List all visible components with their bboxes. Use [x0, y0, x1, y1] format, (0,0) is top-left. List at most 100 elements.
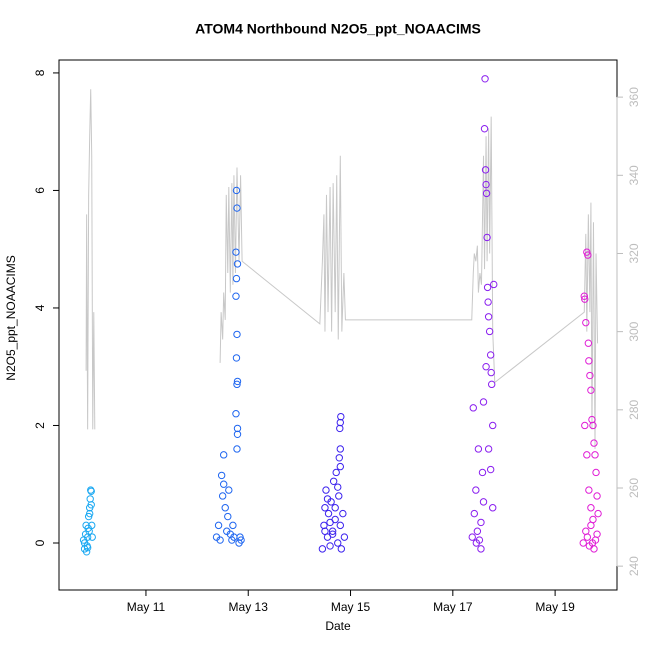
y2-tick-label: 260 [627, 478, 641, 498]
point [479, 398, 488, 406]
point [481, 75, 489, 83]
y-axis-label: N2O5_ppt_NOAACIMS [4, 255, 18, 380]
point [587, 504, 595, 512]
point [581, 295, 589, 303]
point [233, 424, 242, 433]
point [482, 189, 491, 198]
point [233, 380, 241, 389]
point [225, 486, 233, 494]
y-tick-label: 2 [33, 422, 47, 429]
point [237, 536, 245, 544]
y2-tick-label: 300 [627, 321, 641, 341]
point [336, 521, 345, 530]
point [468, 533, 476, 541]
point [592, 468, 600, 477]
point [328, 527, 337, 535]
point [85, 527, 93, 535]
point [337, 545, 346, 553]
point [579, 539, 587, 547]
point [482, 180, 490, 189]
point [232, 354, 241, 362]
point [233, 330, 241, 339]
point [482, 363, 490, 371]
point [580, 292, 588, 300]
point [233, 260, 242, 268]
y2-tick-label: 320 [627, 243, 641, 263]
point [585, 357, 593, 365]
point [584, 251, 592, 259]
point [323, 495, 332, 503]
point [470, 509, 479, 518]
point [233, 377, 242, 386]
y2-tick-label: 240 [627, 556, 641, 576]
point [583, 451, 591, 459]
point [219, 451, 228, 459]
point [334, 539, 342, 547]
point [233, 430, 242, 438]
y-tick-label: 0 [33, 539, 47, 546]
point [318, 545, 327, 553]
point [322, 486, 330, 494]
point [587, 386, 595, 394]
point [87, 501, 95, 509]
point [232, 292, 240, 300]
point [334, 483, 342, 491]
point [477, 518, 485, 527]
point [214, 521, 223, 530]
point [216, 536, 224, 544]
point [332, 468, 340, 477]
point [88, 521, 96, 530]
point [472, 486, 480, 494]
point [474, 445, 483, 453]
point [483, 283, 492, 292]
point [473, 527, 482, 535]
chart-title: ATOM4 Northbound N2O5_ppt_NOAACIMS [195, 21, 481, 37]
point [486, 351, 495, 359]
y-tick-label: 6 [33, 187, 47, 194]
point [487, 380, 496, 389]
y-tick-label: 4 [33, 304, 47, 311]
point [478, 468, 487, 477]
point [586, 371, 594, 380]
point [589, 515, 597, 524]
x-tick-label: May 19 [535, 600, 575, 614]
point [331, 504, 339, 512]
point [219, 480, 228, 488]
point [82, 548, 91, 556]
point [481, 166, 490, 174]
point [232, 248, 240, 256]
point [88, 533, 96, 541]
point [590, 545, 598, 553]
point [479, 498, 488, 506]
point [233, 445, 241, 453]
point [217, 471, 226, 480]
x-tick-label: May 17 [433, 600, 473, 614]
x-axis-label: Date [325, 619, 351, 633]
point [229, 521, 237, 530]
point [337, 412, 345, 421]
point [484, 445, 493, 453]
point [232, 186, 241, 195]
y2-tick-label: 280 [627, 399, 641, 419]
point [591, 451, 599, 459]
line [85, 89, 599, 449]
point [83, 543, 92, 552]
point [218, 492, 227, 500]
point [340, 533, 349, 541]
point [339, 509, 347, 518]
point [87, 487, 95, 495]
point [487, 368, 495, 377]
x-tick-label: May 11 [127, 600, 166, 614]
point [321, 504, 329, 512]
point [469, 404, 477, 412]
point [489, 504, 497, 512]
point [335, 492, 343, 500]
point [583, 533, 592, 541]
point [489, 421, 497, 430]
point [484, 313, 493, 321]
point [581, 421, 589, 430]
y-tick-label: 8 [33, 69, 47, 76]
x-tick-label: May 13 [229, 600, 269, 614]
point [232, 410, 240, 418]
point [233, 204, 241, 212]
